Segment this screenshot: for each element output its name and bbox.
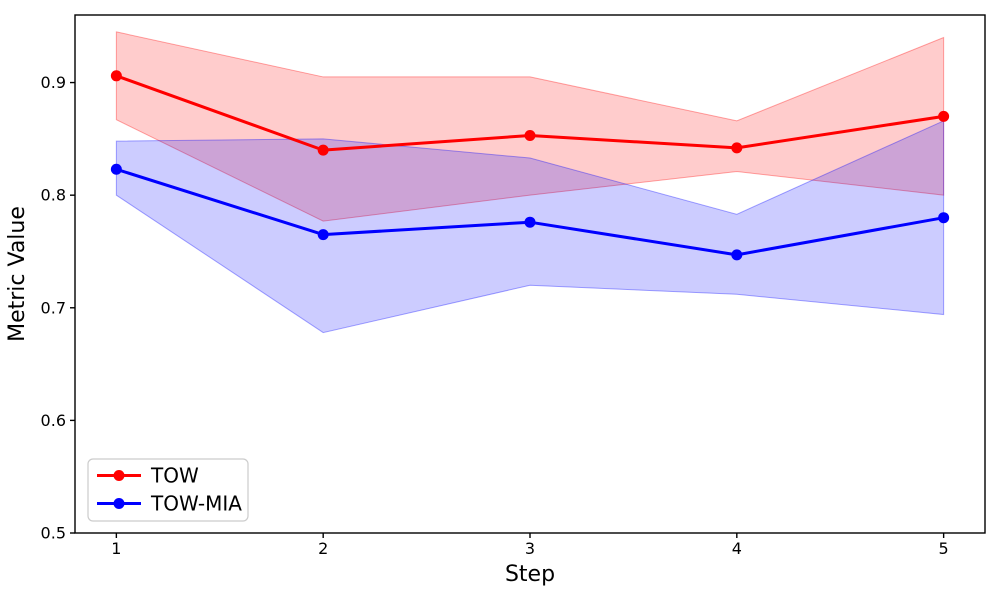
legend-item-tow-mia: TOW-MIA <box>97 492 242 516</box>
legend-marker-sample <box>113 498 125 509</box>
data-point-tow-2 <box>317 144 329 156</box>
x-tick-label-4: 4 <box>732 539 742 558</box>
legend-item-tow: TOW <box>97 464 199 488</box>
x-tick-label-1: 1 <box>111 539 121 558</box>
x-tick-label-3: 3 <box>525 539 535 558</box>
series-tow <box>110 70 950 156</box>
data-point-tow-mia-2 <box>317 229 329 241</box>
data-point-tow-3 <box>524 129 536 141</box>
legend-label: TOW-MIA <box>150 492 242 516</box>
x-tick-label-2: 2 <box>318 539 328 558</box>
data-point-tow-mia-4 <box>731 249 743 261</box>
y-tick-label-0.5: 0.5 <box>41 524 66 543</box>
data-point-tow-mia-5 <box>938 212 950 224</box>
data-point-tow-mia-1 <box>110 163 122 175</box>
x-axis-label: Step <box>505 562 555 587</box>
x-axis: 1 2 3 4 5 <box>111 533 949 558</box>
data-point-tow-4 <box>731 142 743 154</box>
series-tow-mia <box>110 163 950 261</box>
confidence-band-tow <box>115 31 945 222</box>
y-tick-label-0.7: 0.7 <box>41 298 66 317</box>
legend-marker-sample <box>113 470 125 481</box>
legend: TOW TOW-MIA <box>87 458 249 522</box>
data-point-tow-1 <box>110 70 122 82</box>
x-tick-label-5: 5 <box>939 539 949 558</box>
y-axis-label: Metric Value <box>5 206 30 342</box>
legend-label: TOW <box>150 464 199 488</box>
data-point-tow-mia-3 <box>524 216 536 228</box>
y-axis: 0.5 0.6 0.7 0.8 0.9 <box>41 73 75 543</box>
y-tick-label-0.6: 0.6 <box>41 411 66 430</box>
y-tick-label-0.8: 0.8 <box>41 186 66 205</box>
y-tick-label-0.9: 0.9 <box>41 73 66 92</box>
data-point-tow-5 <box>938 110 950 122</box>
